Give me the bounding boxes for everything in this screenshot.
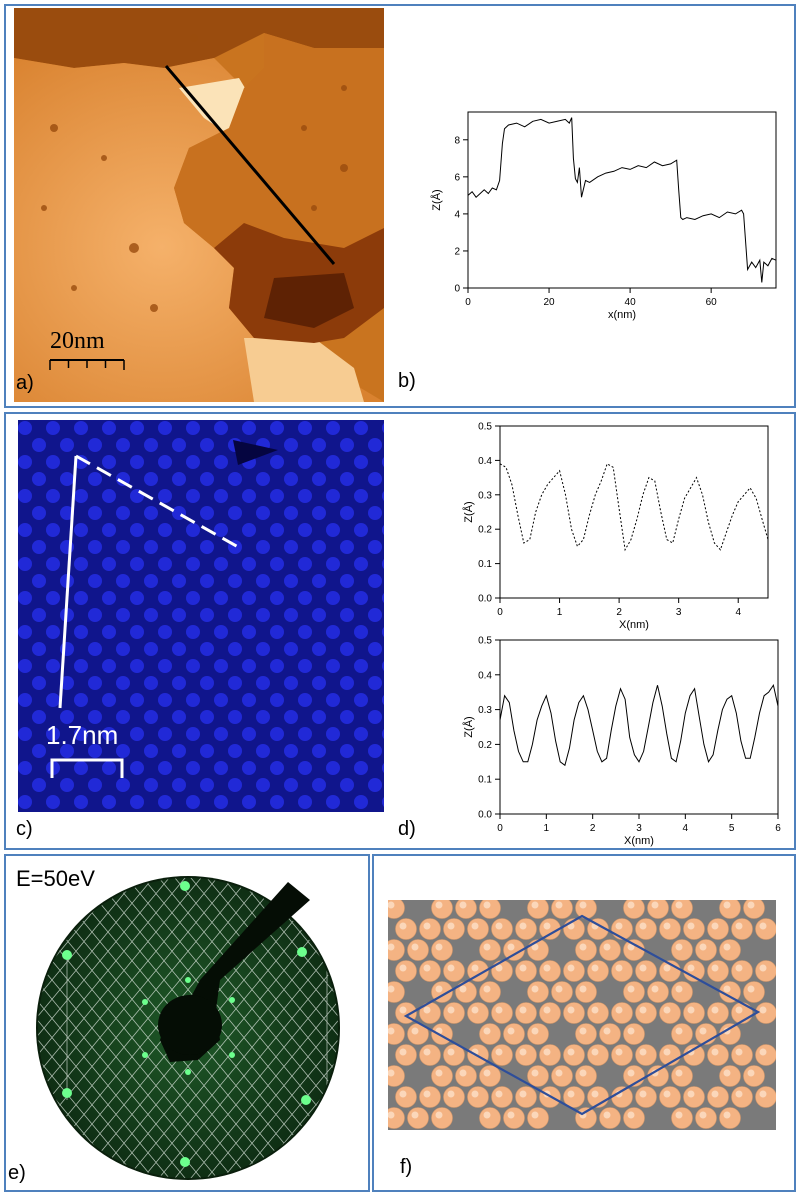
y-axis-label: Z(Å) xyxy=(462,501,475,522)
x-axis-label: X(nm) xyxy=(624,835,654,847)
panel-label-a: a) xyxy=(16,372,34,394)
series-line xyxy=(467,117,777,283)
x-tick-label: 0 xyxy=(465,297,471,308)
y-tick-label: 0.5 xyxy=(478,636,492,647)
x-tick-label: 2 xyxy=(590,823,596,834)
y-tick-label: 0.5 xyxy=(478,422,492,433)
plot-frame xyxy=(499,639,779,815)
x-tick-label: 0 xyxy=(497,607,503,618)
y-tick-label: 0.3 xyxy=(478,490,492,501)
y-tick-label: 4 xyxy=(454,209,460,220)
x-tick-label: 60 xyxy=(706,297,718,308)
plot-frame xyxy=(467,111,777,289)
panel-label-e: e) xyxy=(8,1162,26,1184)
y-axis-label: Z(Å) xyxy=(430,189,443,210)
x-tick-label: 1 xyxy=(544,823,550,834)
panel-label-c: c) xyxy=(16,818,33,840)
panel-label-f: f) xyxy=(400,1156,413,1178)
y-tick-label: 0.0 xyxy=(478,594,492,605)
x-tick-label: 3 xyxy=(676,607,682,618)
panel-a-b-frame xyxy=(4,4,796,408)
x-tick-label: 20 xyxy=(543,297,555,308)
y-tick-label: 0.0 xyxy=(478,810,492,821)
y-tick-label: 0.3 xyxy=(478,705,492,716)
y-tick-label: 0.2 xyxy=(478,525,492,536)
leed-energy-label: E=50eV xyxy=(16,866,95,891)
y-tick-label: 2 xyxy=(454,246,460,257)
y-tick-label: 0.1 xyxy=(478,775,492,786)
y-tick-label: 0.4 xyxy=(478,456,492,467)
x-axis-label: x(nm) xyxy=(608,309,636,321)
x-tick-label: 6 xyxy=(775,823,781,834)
y-tick-label: 6 xyxy=(454,172,460,183)
y-tick-label: 0 xyxy=(454,284,460,295)
plot-frame xyxy=(499,425,769,599)
x-tick-label: 5 xyxy=(729,823,735,834)
panel-c-d-frame xyxy=(4,412,796,850)
x-tick-label: 4 xyxy=(683,823,689,834)
y-tick-label: 0.1 xyxy=(478,559,492,570)
panel-f-frame xyxy=(372,854,796,1192)
chart-b: 0 20 40 60 0 2 4 6 8 x(nm) Z(Å) xyxy=(430,111,777,321)
y-tick-label: 0.4 xyxy=(478,670,492,681)
x-axis-label: X(nm) xyxy=(619,619,649,631)
chart-d-bottom: 0 1 2 3 4 5 6 0.0 0.1 0.2 0.3 0.4 0.5 X(nm) Z(Å) xyxy=(462,636,781,848)
series-line xyxy=(499,683,779,767)
y-tick-label: 8 xyxy=(454,135,460,146)
stm-atomic-image xyxy=(18,420,384,812)
panel-label-b: b) xyxy=(398,370,416,392)
x-tick-label: 3 xyxy=(636,823,642,834)
series-line xyxy=(499,463,769,552)
leed-pattern-image xyxy=(36,876,340,1180)
scalebar-label-a: 20nm xyxy=(50,328,105,354)
y-axis-label: Z(Å) xyxy=(462,716,475,737)
y-tick-label: 0.2 xyxy=(478,740,492,751)
stm-topography-image xyxy=(14,8,384,402)
atomic-model-image xyxy=(388,900,776,1130)
x-tick-label: 40 xyxy=(625,297,637,308)
x-tick-label: 2 xyxy=(616,607,622,618)
x-tick-label: 4 xyxy=(735,607,741,618)
scalebar-label-c: 1.7nm xyxy=(46,720,119,750)
chart-d-top: 0 1 2 3 4 0.0 0.1 0.2 0.3 0.4 0.5 X(nm) Z(Å) xyxy=(462,422,769,631)
x-tick-label: 1 xyxy=(557,607,563,618)
panel-e-frame xyxy=(4,854,370,1192)
x-tick-label: 0 xyxy=(497,823,503,834)
panel-label-d: d) xyxy=(398,818,416,840)
